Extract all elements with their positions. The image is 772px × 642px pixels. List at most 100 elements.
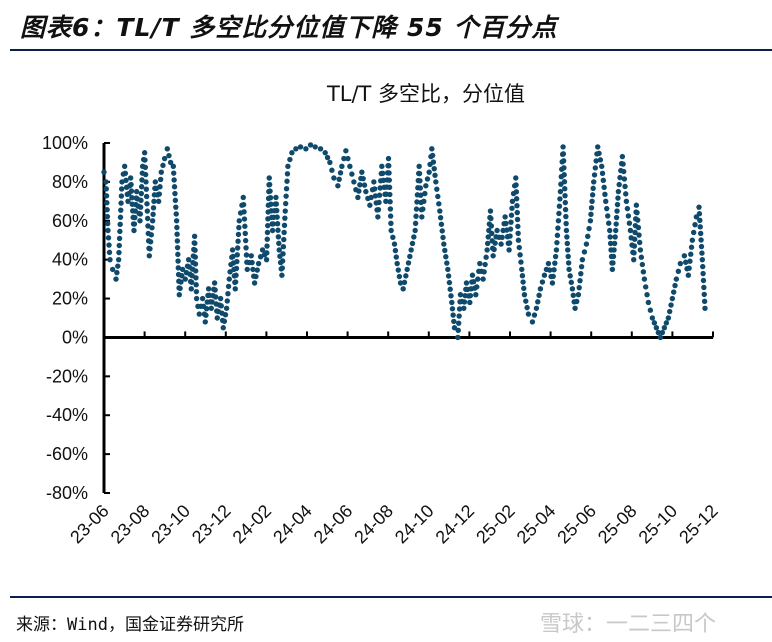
data-point (433, 179, 439, 185)
data-point (125, 198, 131, 205)
data-point (555, 225, 561, 231)
data-point (230, 253, 236, 260)
data-point (556, 203, 563, 209)
data-point (202, 319, 208, 325)
data-point (563, 227, 570, 234)
data-point (463, 280, 470, 286)
data-point (405, 260, 412, 266)
data-point (105, 220, 111, 227)
data-point (557, 196, 563, 202)
data-point (455, 334, 461, 341)
data-point (589, 198, 595, 205)
data-point (474, 284, 480, 290)
y-tick-label: 80% (52, 172, 88, 192)
data-point (509, 198, 516, 205)
data-point (567, 273, 573, 279)
data-point (416, 170, 423, 177)
data-point (241, 209, 247, 215)
data-point (297, 144, 304, 150)
data-point (621, 176, 628, 182)
data-point (451, 318, 457, 325)
data-point (536, 292, 542, 299)
data-point (688, 251, 694, 257)
data-point (599, 170, 606, 177)
data-point (533, 305, 540, 311)
data-point (149, 218, 156, 224)
data-point (651, 320, 658, 326)
data-point (285, 163, 291, 170)
x-tick-label: 25-12 (675, 501, 722, 548)
data-point (282, 208, 288, 214)
data-point (345, 155, 351, 162)
data-point (401, 279, 408, 286)
data-point (513, 189, 520, 195)
data-point (411, 234, 417, 240)
data-point (375, 206, 382, 213)
data-point (224, 298, 230, 304)
data-point (293, 146, 299, 152)
figure-title: 图表6：TL/T 多空比分位值下降 55 个百分点 (20, 13, 558, 42)
data-point (609, 266, 616, 273)
data-point (363, 188, 369, 195)
data-point (166, 152, 172, 159)
data-point (225, 283, 232, 290)
data-point (520, 279, 526, 285)
data-point (701, 298, 708, 305)
data-point (699, 256, 706, 263)
data-point (552, 253, 559, 260)
data-point (385, 155, 392, 162)
source-note: 来源：Wind，国金证券研究所 (16, 615, 244, 635)
data-point (549, 280, 556, 286)
data-point (158, 169, 165, 175)
data-point (562, 185, 568, 192)
data-point (560, 151, 567, 157)
data-point (515, 223, 521, 230)
data-point (446, 279, 453, 286)
data-point (420, 206, 426, 212)
data-point (480, 276, 486, 282)
data-point (531, 312, 538, 318)
data-point (263, 256, 270, 263)
data-point (620, 161, 626, 167)
data-point (449, 306, 456, 312)
data-point (144, 201, 150, 207)
x-tick-label: 25-02 (472, 501, 519, 548)
y-tick-label: -40% (46, 405, 88, 425)
data-point (461, 305, 467, 311)
y-tick-label: 40% (52, 250, 88, 270)
data-point (569, 286, 576, 292)
data-point (561, 165, 567, 171)
data-point (673, 276, 680, 282)
data-point (634, 209, 640, 216)
data-point (461, 299, 468, 305)
data-point (560, 158, 567, 164)
data-point (387, 213, 394, 219)
data-point (602, 191, 608, 198)
data-point (653, 325, 660, 331)
data-point (700, 277, 707, 284)
data-point (155, 198, 162, 205)
data-point (575, 291, 582, 298)
data-point (563, 220, 569, 227)
data-point (593, 158, 599, 164)
data-point (404, 266, 410, 273)
data-point (268, 201, 274, 207)
data-point (105, 235, 112, 241)
data-point (178, 279, 184, 285)
data-point (565, 260, 572, 266)
data-point (514, 202, 520, 209)
data-point (403, 273, 409, 279)
data-point (473, 291, 479, 298)
data-point (419, 214, 425, 220)
data-point (681, 253, 688, 259)
data-point (435, 193, 441, 200)
data-point (361, 182, 368, 188)
data-point (417, 185, 424, 191)
data-point (574, 298, 580, 305)
data-point (666, 308, 673, 315)
data-point (264, 229, 271, 236)
data-point (355, 194, 361, 201)
data-point (621, 168, 627, 175)
data-point (696, 211, 703, 217)
data-point (554, 239, 560, 246)
